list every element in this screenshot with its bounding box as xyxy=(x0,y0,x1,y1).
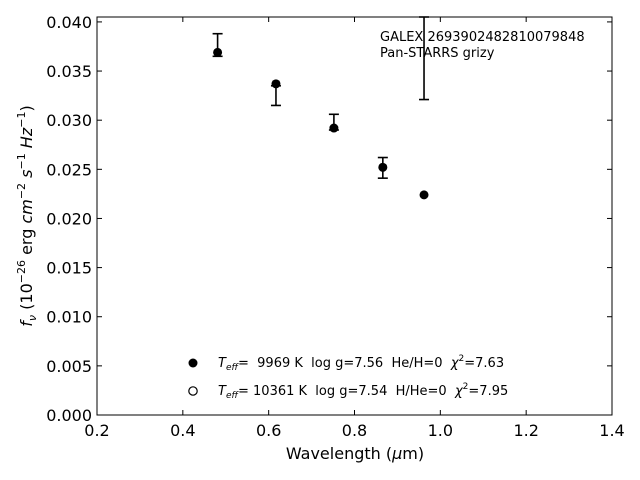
data-point xyxy=(329,123,339,133)
data-point xyxy=(271,79,281,89)
x-tick-label: 0.4 xyxy=(170,421,195,440)
x-axis-label: Wavelength (μm) xyxy=(286,444,424,463)
data-point xyxy=(378,162,388,172)
legend-marker-open xyxy=(188,386,198,396)
x-tick-label: 1.0 xyxy=(428,421,453,440)
y-tick-label: 0.020 xyxy=(46,209,92,228)
legend-entry-2: Teff= 10361 K log g=7.54 H/He=0 χ2=7.95 xyxy=(218,382,508,401)
legend-entry-1: Teff= 9969 K log g=7.56 He/H=0 χ2=7.63 xyxy=(218,354,504,373)
annotation-title: GALEX 2693902482810079848 xyxy=(380,30,585,45)
x-tick-label: 1.4 xyxy=(599,421,624,440)
y-tick-label: 0.030 xyxy=(46,111,92,130)
legend: Teff= 9969 K log g=7.56 He/H=0 χ2=7.63 T… xyxy=(188,354,508,401)
x-tick-label: 1.2 xyxy=(513,421,538,440)
x-tick-label: 0.6 xyxy=(256,421,281,440)
y-tick-label: 0.005 xyxy=(46,357,92,376)
x-tick-label: 0.8 xyxy=(342,421,367,440)
x-axis-ticks: 0.2 0.4 0.6 0.8 1.0 1.2 1.4 xyxy=(84,17,625,440)
y-axis-ticks: 0.000 0.005 0.010 0.015 0.020 0.025 0.030 0.035… xyxy=(46,13,612,425)
legend-marker-filled xyxy=(188,358,198,368)
annotation-subtitle: Pan-STARRS grizy xyxy=(380,46,495,61)
y-tick-label: 0.025 xyxy=(46,160,92,179)
y-tick-label: 0.015 xyxy=(46,259,92,278)
y-tick-label: 0.000 xyxy=(46,406,92,425)
y-tick-label: 0.040 xyxy=(46,13,92,32)
x-tick-label: 0.2 xyxy=(84,421,109,440)
data-point xyxy=(419,190,429,200)
y-tick-label: 0.010 xyxy=(46,308,92,327)
y-tick-label: 0.035 xyxy=(46,62,92,81)
data-points xyxy=(213,47,429,200)
data-point xyxy=(213,47,223,57)
y-axis-label: fν (10−26 erg cm−2 s−1 Hz−1) xyxy=(15,105,39,326)
